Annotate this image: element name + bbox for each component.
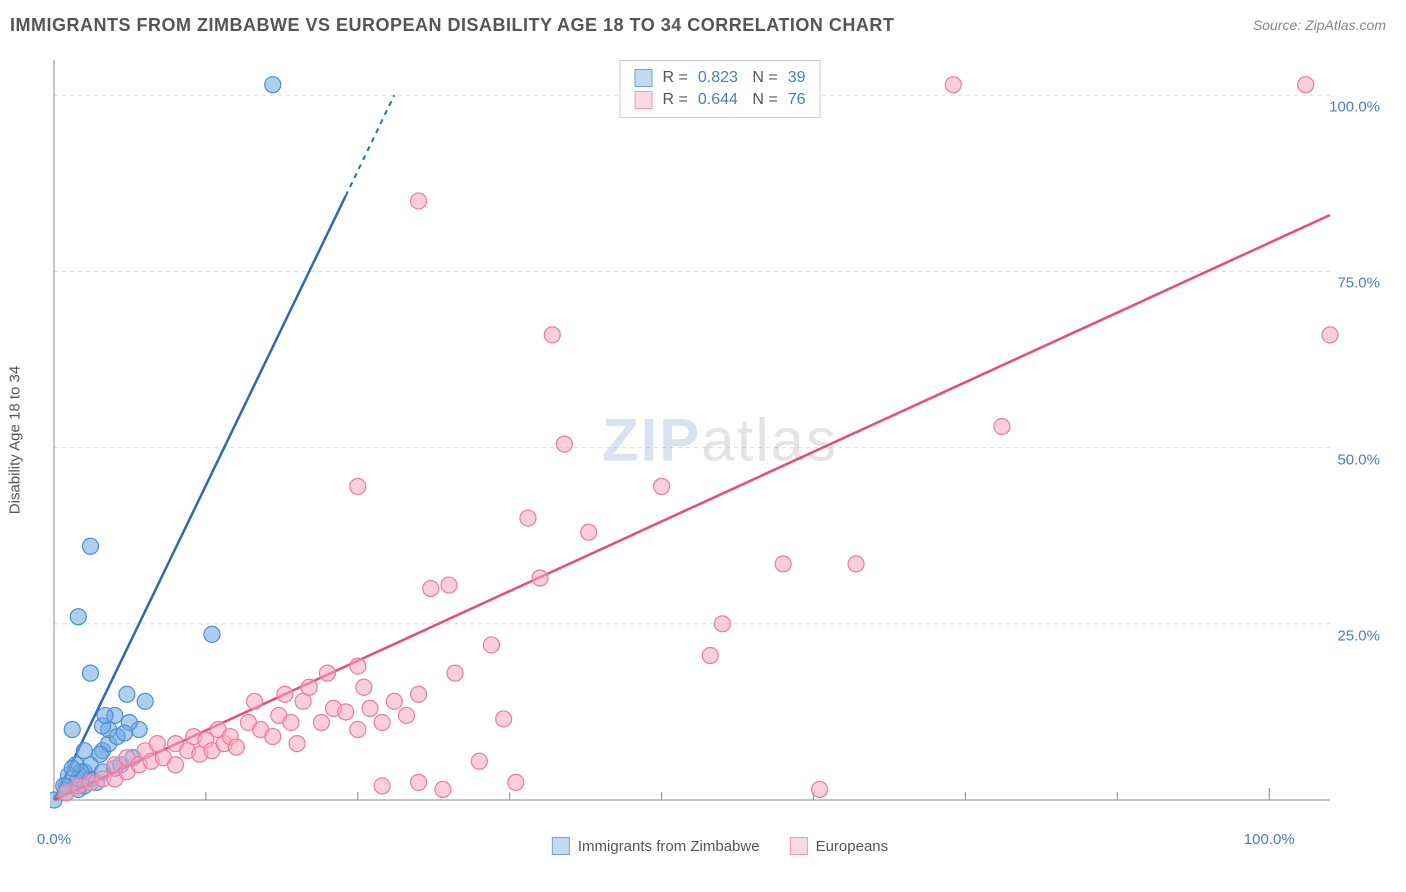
y-tick-label: 100.0% [1329, 99, 1380, 116]
legend-swatch [635, 91, 653, 109]
y-tick-label: 50.0% [1337, 451, 1380, 468]
chart-area: Disability Age 18 to 34 ZIPatlas R =0.82… [50, 60, 1390, 820]
legend-series-item: Europeans [790, 837, 889, 855]
legend-n-label: N = [748, 91, 778, 109]
header: IMMIGRANTS FROM ZIMBABWE VS EUROPEAN DIS… [0, 0, 1406, 50]
legend-stat-row: R = 0.823 N = 39 [635, 67, 806, 89]
scatter-plot [50, 60, 1390, 820]
legend-swatch [635, 69, 653, 87]
legend-n-label: N = [748, 69, 778, 87]
y-tick-label: 75.0% [1337, 275, 1380, 292]
legend-r-value: 0.823 [698, 69, 738, 87]
legend-series-label: Immigrants from Zimbabwe [578, 838, 760, 855]
legend-r-value: 0.644 [698, 91, 738, 109]
legend-series-label: Europeans [816, 838, 889, 855]
legend-stats: R = 0.823 N = 39 R = 0.644 N = 76 [620, 60, 821, 118]
x-tick-label: 0.0% [37, 831, 71, 848]
legend-series: Immigrants from Zimbabwe Europeans [552, 837, 888, 855]
legend-swatch [552, 837, 570, 855]
legend-stat-row: R = 0.644 N = 76 [635, 89, 806, 111]
y-tick-label: 25.0% [1337, 627, 1380, 644]
legend-n-value: 76 [788, 91, 806, 109]
legend-swatch [790, 837, 808, 855]
chart-container: IMMIGRANTS FROM ZIMBABWE VS EUROPEAN DIS… [0, 0, 1406, 892]
y-axis-label: Disability Age 18 to 34 [7, 366, 24, 514]
x-tick-label: 100.0% [1244, 831, 1295, 848]
legend-series-item: Immigrants from Zimbabwe [552, 837, 760, 855]
legend-r-label: R = [663, 69, 688, 87]
chart-title: IMMIGRANTS FROM ZIMBABWE VS EUROPEAN DIS… [10, 15, 894, 36]
legend-r-label: R = [663, 91, 688, 109]
legend-n-value: 39 [788, 69, 806, 87]
source-label: Source: ZipAtlas.com [1253, 17, 1386, 33]
